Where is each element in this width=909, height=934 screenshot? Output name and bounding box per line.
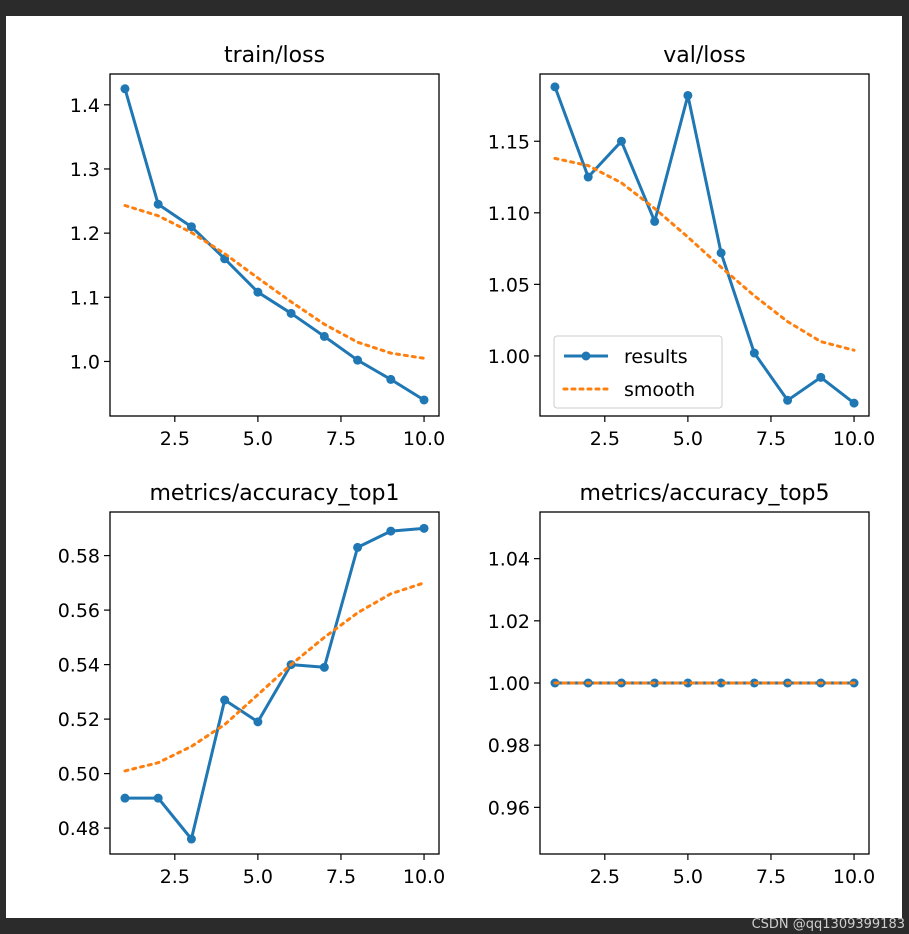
x-tick-label: 7.5 [326,428,356,450]
x-tick-label: 10.0 [403,428,445,450]
chart-panel-2: val/loss 2.5 5.0 7.5 10.0 1.00 1.05 1.10 1.15 res… [488,43,876,450]
y-tick-label: 1.1 [70,287,100,309]
x-tick-label: 5.0 [243,866,273,888]
series-line-smooth [123,581,426,773]
x-tick-label: 2.5 [590,866,620,888]
data-point [353,355,363,365]
plot-frame [539,73,870,417]
x-tick-label: 10.0 [833,866,875,888]
x-tick-label: 5.0 [243,428,273,450]
chart-title: train/loss [224,43,325,68]
chart-panel-3: metrics/accuracy_top1 2.5 5.0 7.5 10.0 0.48 0.… [58,481,446,888]
data-point [683,678,693,688]
data-point [120,84,130,94]
data-point [849,398,859,408]
x-tick-label: 5.0 [673,428,703,450]
x-tick-label: 7.5 [326,866,356,888]
data-point [419,523,429,533]
data-point [253,287,263,297]
data-point [716,678,726,688]
data-point [650,216,660,226]
y-tick-label: 1.04 [488,549,530,571]
data-point [153,793,163,803]
chart-panel-4: metrics/accuracy_top5 2.5 5.0 7.5 10.0 0.96 0.… [488,481,876,888]
x-tick-label: 7.5 [756,866,786,888]
series-line-results [123,88,425,402]
x-tick-label: 10.0 [403,866,445,888]
series-line-smooth [553,156,856,352]
y-tick-label: 0.58 [58,546,100,568]
data-point [319,331,329,341]
y-tick-label: 1.0 [70,351,100,373]
data-point [783,395,793,405]
chart-panel-1: train/loss 2.5 5.0 7.5 10.0 1.0 1.1 1.2 1.3 1.4 [70,43,445,450]
data-point [419,395,429,405]
data-point [616,136,626,146]
legend-marker-results [581,351,591,361]
data-point [749,348,759,358]
legend: results smooth [553,335,723,409]
y-tick-label: 0.48 [58,818,100,840]
plot-frame [109,73,440,417]
y-tick-label: 1.02 [488,611,530,633]
data-point [583,172,593,182]
data-point [550,82,560,92]
y-tick-label: 0.54 [58,655,100,677]
data-point [386,526,396,536]
watermark: CSDN @qq1309399183 [751,917,905,932]
y-tick-label: 0.56 [58,600,100,622]
y-tick-label: 0.52 [58,709,100,731]
y-tick-label: 0.50 [58,764,100,786]
legend-label-results: results [624,346,688,368]
chart-title: val/loss [663,43,746,68]
x-tick-label: 2.5 [160,428,190,450]
plot-frame [109,511,440,855]
y-tick-label: 1.00 [488,346,530,368]
figure-canvas: train/loss 2.5 5.0 7.5 10.0 1.0 1.1 1.2 1.3 1.4 va… [6,16,902,918]
series-line-smooth [123,204,426,360]
y-tick-label: 1.15 [488,131,530,153]
series-line-results [553,86,855,405]
data-point [253,717,263,727]
x-tick-label: 2.5 [590,428,620,450]
y-tick-label: 1.4 [70,95,100,117]
y-tick-label: 1.2 [70,223,100,245]
data-point [286,308,296,318]
series-line-results [125,526,425,841]
results-figure: train/loss 2.5 5.0 7.5 10.0 1.0 1.1 1.2 1.3 1.4 va… [58,43,876,888]
y-tick-label: 1.05 [488,274,530,296]
data-point [153,199,163,209]
y-tick-label: 1.00 [488,673,530,695]
data-point [186,834,196,844]
chart-title: metrics/accuracy_top1 [149,481,399,506]
data-point [683,90,693,100]
data-point [220,695,230,705]
chart-title: metrics/accuracy_top5 [579,481,829,506]
y-tick-label: 0.98 [488,735,530,757]
x-tick-label: 2.5 [160,866,190,888]
data-point [319,662,329,672]
x-tick-label: 7.5 [756,428,786,450]
data-point [816,372,826,382]
x-tick-label: 5.0 [673,866,703,888]
data-point [386,374,396,384]
data-point [716,248,726,258]
legend-label-smooth: smooth [624,379,695,401]
data-point [186,222,196,232]
y-tick-label: 1.10 [488,203,530,225]
x-tick-label: 10.0 [833,428,875,450]
data-point [353,542,363,552]
y-tick-label: 1.3 [70,159,100,181]
data-point [120,793,130,803]
y-tick-label: 0.96 [488,797,530,819]
